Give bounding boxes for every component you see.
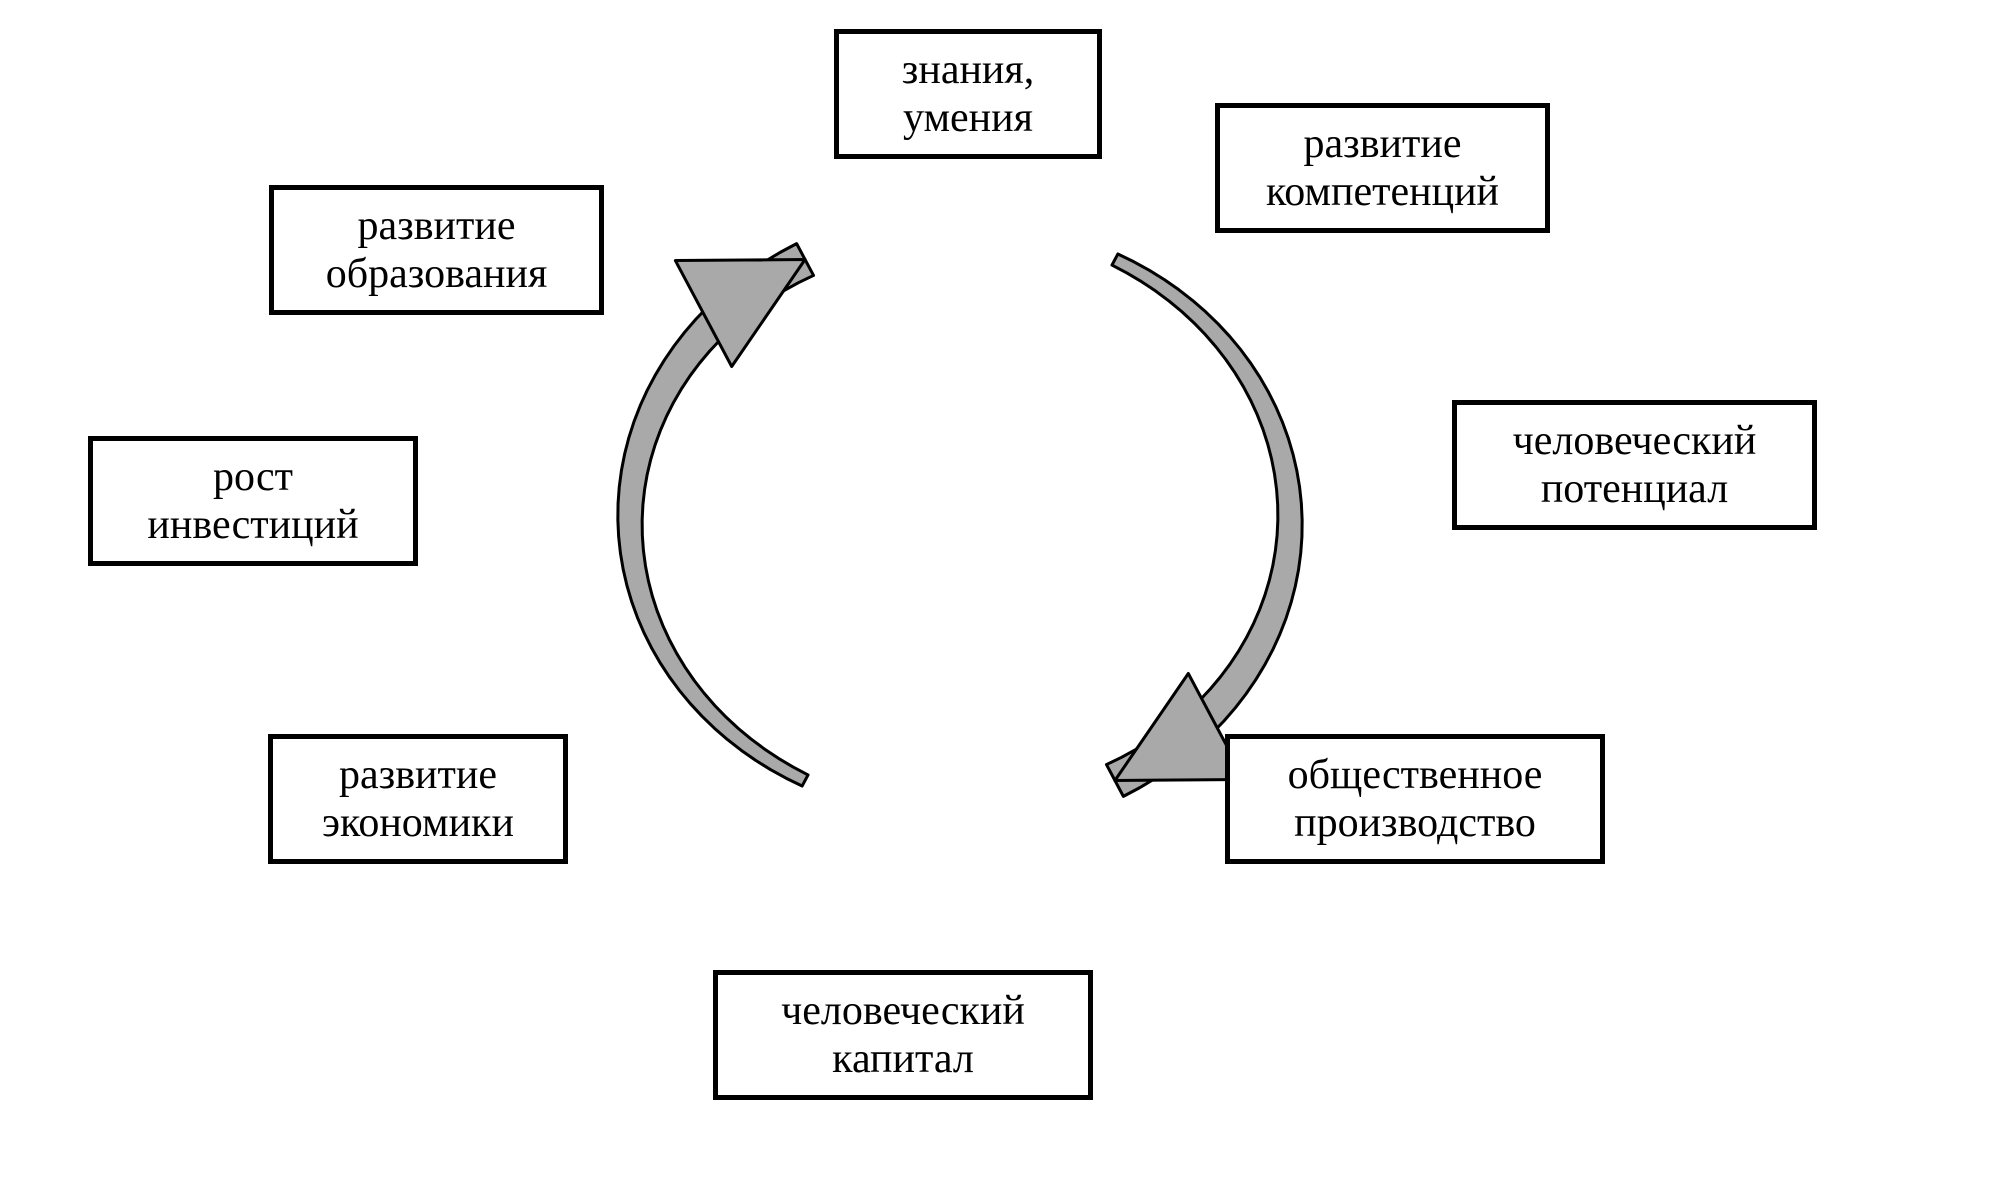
node-potential: человеческий потенциал [1452,400,1817,530]
node-label-investments: рост инвестиций [147,453,358,550]
cycle-arrow-left-band [618,244,814,786]
node-label-competence: развитие компетенций [1266,120,1499,217]
cycle-diagram: знания, умения развитие компетенций развит… [0,0,2000,1200]
cycle-arrow-left-head [675,260,805,367]
node-knowledge: знания, умения [834,29,1102,159]
node-label-knowledge: знания, умения [902,46,1034,143]
node-label-economy: развитие экономики [322,751,514,848]
node-investments: рост инвестиций [88,436,418,566]
node-label-education: развитие образования [326,202,548,299]
node-production: общественное производство [1225,734,1605,864]
node-capital: человеческий капитал [713,970,1093,1100]
node-label-potential: человеческий потенциал [1513,417,1757,514]
cycle-arrow-right-band [1106,254,1302,796]
node-label-capital: человеческий капитал [781,987,1025,1084]
node-competence: развитие компетенций [1215,103,1550,233]
node-label-production: общественное производство [1288,751,1543,848]
node-economy: развитие экономики [268,734,568,864]
node-education: развитие образования [269,185,604,315]
